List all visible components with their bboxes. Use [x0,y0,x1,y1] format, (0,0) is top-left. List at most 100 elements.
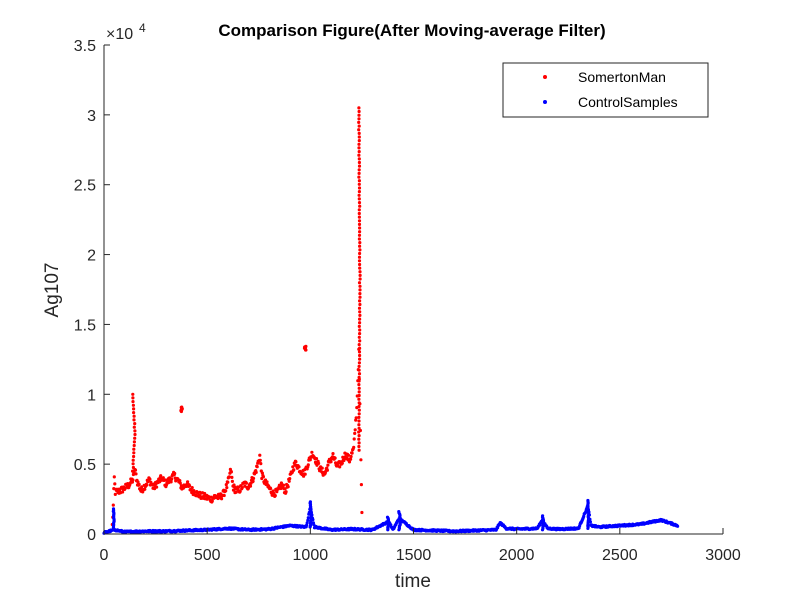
data-point [145,483,149,487]
data-point [132,454,136,459]
data-point [186,480,190,484]
y-tick-label: 0 [87,527,96,544]
data-point [314,457,319,461]
data-point [137,482,141,486]
data-point [357,430,361,434]
data-point [306,518,310,523]
y-axis-label: Ag107 [42,263,63,318]
data-point [358,262,362,267]
data-point [132,443,136,448]
data-point [357,190,361,194]
data-point [357,434,361,438]
y-tick-label: 0.5 [74,457,96,474]
data-point [192,490,196,495]
data-point [358,204,362,208]
data-point [357,222,362,226]
data-point [358,353,362,358]
data-point [133,468,138,472]
series-somertonman [110,106,364,527]
data-point [140,485,144,489]
data-point [357,109,361,114]
legend-label-somertonman: SomertonMan [578,69,666,85]
y-tick-label: 3 [87,108,96,125]
data-point [357,197,361,201]
data-point [340,461,344,465]
data-point [357,404,361,409]
data-point [354,416,358,420]
data-point [265,480,269,484]
data-point [357,361,361,365]
data-point [358,270,362,274]
data-point [112,475,116,479]
data-point [227,475,231,479]
data-point [357,383,361,387]
data-point [131,400,135,404]
data-point [169,480,173,484]
data-point [269,486,273,491]
data-point [353,431,357,435]
data-point [357,142,361,146]
data-point [358,321,362,325]
data-point [173,471,177,476]
data-point [333,456,337,460]
data-point [230,475,234,479]
data-point [132,425,136,429]
data-point [357,386,361,390]
data-point [358,226,362,230]
data-point [347,460,352,464]
data-point [357,255,362,259]
y-tick-label: 1 [87,387,96,404]
data-point [306,516,310,520]
x-tick-label: 0 [100,547,109,564]
data-point [210,499,214,503]
data-point [284,490,288,494]
data-point [358,277,362,281]
data-point [357,193,361,197]
data-point [133,432,137,437]
x-tick-label: 1500 [396,547,432,564]
data-point [317,461,321,465]
data-point [113,492,117,496]
data-point [331,452,335,456]
data-point [261,475,265,479]
data-point [357,335,361,339]
data-point [133,422,137,426]
x-tick-label: 500 [194,547,221,564]
series-controlsamples [102,498,680,535]
data-point [306,463,310,467]
x-tick-label: 2000 [499,547,535,564]
data-point [352,445,356,449]
data-point [357,117,361,121]
data-point [238,489,242,493]
data-point [359,458,363,462]
data-point [357,233,362,237]
data-point [357,364,361,368]
data-point [320,466,324,470]
data-point [357,437,361,441]
data-point [132,411,136,415]
data-point [357,106,361,110]
data-point [155,485,159,489]
data-point [358,288,362,292]
data-point [358,328,362,332]
data-point [132,414,136,418]
data-point [308,458,312,462]
data-point [357,441,361,445]
data-point [258,458,262,462]
data-point [259,462,263,466]
data-point [251,479,255,483]
data-point [260,471,264,475]
data-point [252,476,256,480]
data-point [273,494,277,498]
data-point [326,463,330,467]
data-point [357,150,361,154]
data-point [357,186,362,190]
legend: SomertonMan ControlSamples [502,62,709,118]
data-point [357,171,361,175]
data-point [294,460,298,464]
data-point [303,345,308,349]
data-point [132,451,136,455]
data-point [357,124,361,128]
y-tick-label: 2 [87,248,96,265]
data-point [281,483,286,487]
